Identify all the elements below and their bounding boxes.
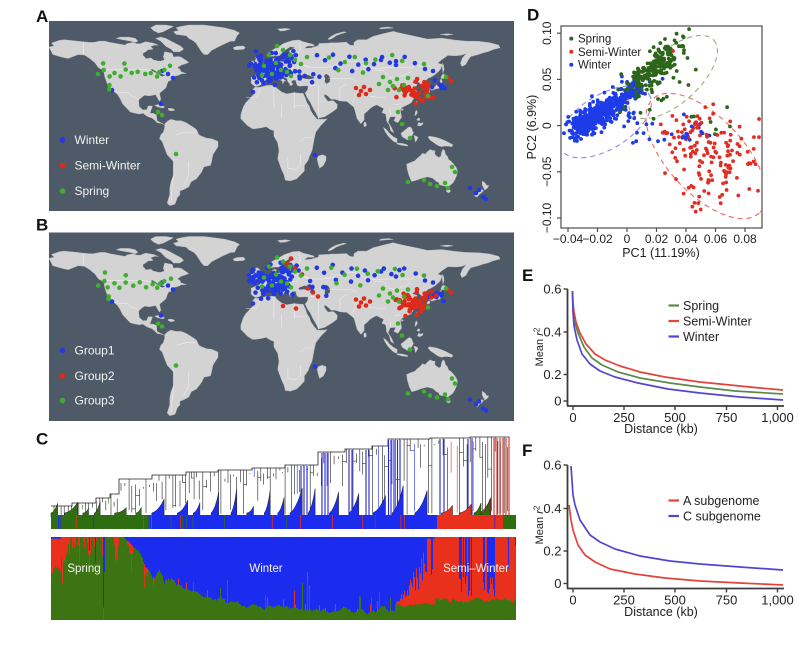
svg-text:0: 0 [569,410,576,425]
svg-text:D: D [527,6,539,25]
svg-text:B: B [36,216,48,235]
svg-text:0.04: 0.04 [674,232,698,246]
svg-text:Winter: Winter [578,60,611,72]
svg-text:A subgenome: A subgenome [683,494,759,508]
svg-text:0.10: 0.10 [540,21,554,45]
svg-text:E: E [522,266,533,285]
svg-text:−0.04: −0.04 [553,232,584,246]
svg-text:Winter: Winter [75,133,110,147]
svg-text:250: 250 [613,410,635,425]
svg-text:−0.02: −0.02 [582,232,613,246]
svg-text:Spring: Spring [67,563,100,575]
svg-text:0.2: 0.2 [543,544,561,559]
svg-text:Group2: Group2 [75,369,115,383]
svg-text:PC2 (6.9%): PC2 (6.9%) [525,95,539,160]
svg-text:0: 0 [569,593,576,608]
svg-text:0.02: 0.02 [645,232,669,246]
svg-text:−0.05: −0.05 [540,156,554,187]
svg-text:750: 750 [716,593,738,608]
svg-text:0.06: 0.06 [704,232,728,246]
svg-text:0: 0 [554,394,561,409]
svg-text:Semi-Winter: Semi-Winter [683,315,752,329]
svg-text:C: C [36,430,48,449]
svg-text:Distance (kb): Distance (kb) [624,605,698,619]
svg-text:Spring: Spring [683,299,719,313]
svg-text:0.6: 0.6 [543,458,561,473]
svg-text:Mean r2: Mean r2 [533,327,547,366]
svg-text:Distance (kb): Distance (kb) [624,422,698,436]
svg-text:0.6: 0.6 [543,282,561,297]
svg-text:Spring: Spring [75,184,110,198]
svg-text:Group1: Group1 [75,344,115,358]
svg-text:0: 0 [554,576,561,591]
svg-text:750: 750 [716,410,738,425]
svg-text:Mean r2: Mean r2 [533,505,547,544]
svg-text:0.4: 0.4 [543,501,561,516]
svg-text:PC1 (11.19%): PC1 (11.19%) [622,246,700,260]
svg-text:Winter: Winter [683,330,719,344]
svg-text:Spring: Spring [578,34,611,46]
svg-text:Semi-Winter: Semi-Winter [75,159,141,173]
svg-text:Semi–Winter: Semi–Winter [443,563,509,575]
svg-text:A: A [36,7,48,26]
svg-text:Winter: Winter [249,563,282,575]
svg-text:250: 250 [613,593,635,608]
svg-text:0.05: 0.05 [540,67,554,91]
svg-text:−0.10: −0.10 [540,202,554,233]
svg-text:Group3: Group3 [75,394,115,408]
svg-text:500: 500 [664,410,686,425]
svg-text:0: 0 [624,232,631,246]
svg-text:0.2: 0.2 [543,367,561,382]
svg-text:F: F [522,441,532,460]
svg-text:500: 500 [664,593,686,608]
svg-text:1,000: 1,000 [761,410,794,425]
svg-text:C subgenome: C subgenome [683,510,761,524]
svg-text:1,000: 1,000 [761,593,794,608]
svg-text:Semi-Winter: Semi-Winter [578,47,641,59]
svg-text:0.08: 0.08 [733,232,757,246]
svg-text:0.4: 0.4 [543,325,561,340]
svg-text:0: 0 [540,122,554,129]
